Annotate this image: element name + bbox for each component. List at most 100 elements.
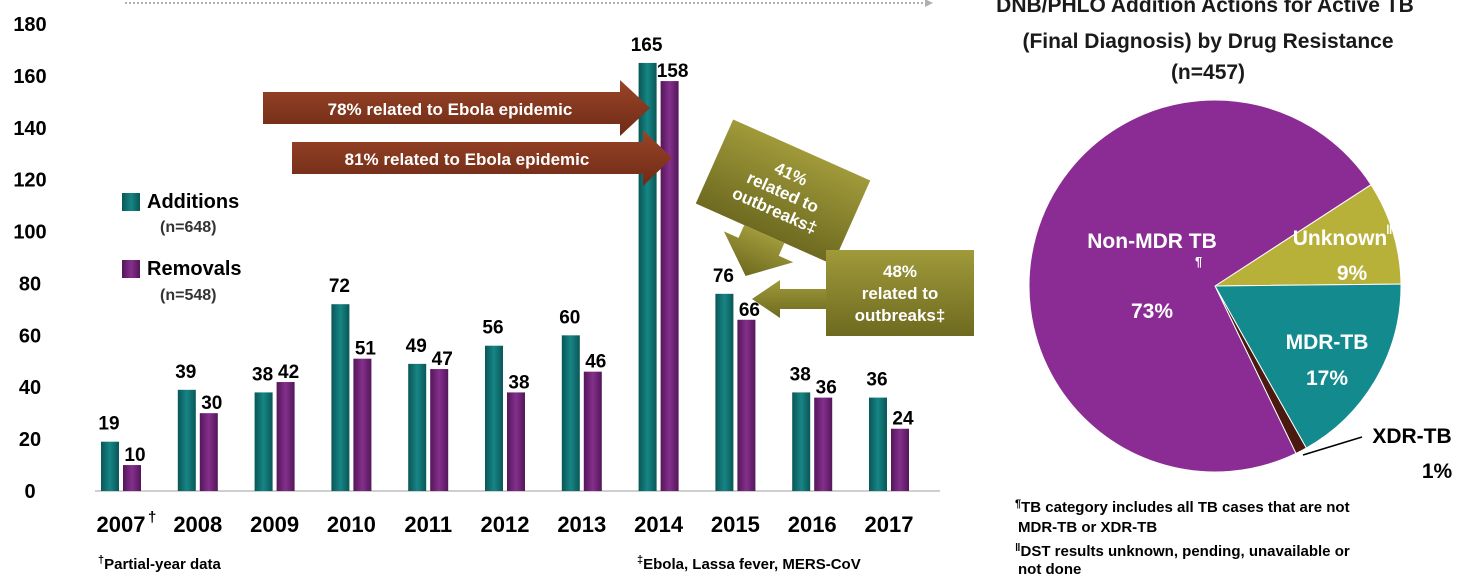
pie-slices [1028, 99, 1402, 473]
footnote-outbreaks-mark: ‡ [637, 554, 643, 566]
top-connector-arrowhead [925, 0, 933, 7]
x-tick-label-2017: 2017 [865, 512, 914, 537]
y-tick-label: 100 [13, 222, 46, 244]
outbreak-removals-callout: 48% related to outbreaks‡ [752, 250, 974, 336]
bar-label-removals-2010: 51 [355, 339, 377, 360]
bar-removals-2013 [583, 371, 602, 491]
bar-label-additions-2009: 38 [252, 364, 273, 385]
pie-title-line3: (n=457) [1171, 61, 1245, 84]
ebola-additions-arrow: 78% related to Ebola epidemic [263, 80, 650, 136]
bar-label-removals-2013: 46 [585, 352, 606, 373]
pie-slice-non-mdr-tb [1028, 99, 1372, 473]
x-tick-label-2011: 2011 [404, 512, 452, 537]
pie-xdr-leader-line [1302, 436, 1363, 456]
bar-additions-2012 [485, 345, 503, 491]
x-tick-label-2008: 2008 [173, 512, 222, 537]
bar-label-additions-2010: 72 [329, 276, 350, 297]
bar-label-additions-2013: 60 [559, 307, 580, 328]
y-tick-label: 160 [13, 66, 46, 88]
pie-footnote-2-text1: DST results unknown, pending, unavailabl… [1020, 543, 1349, 560]
legend-label-removals: Removals [147, 258, 242, 280]
x-axis-labels: 2007 † 2008 2009 2010 2011 2012 2013 2014 2015 201… [97, 509, 914, 537]
outbreak-removals-line3: outbreaks‡ [855, 306, 946, 325]
pie-label-unknown-mark: ‖ [1386, 222, 1392, 237]
bars [101, 62, 909, 492]
footnote-outbreaks: ‡Ebola, Lassa fever, MERS-CoV [637, 554, 861, 573]
footnote-partial-year: †Partial-year data [98, 554, 222, 573]
pie-slice-mdr-tb [1214, 283, 1402, 449]
bar-additions-2009 [254, 392, 273, 491]
pie-label-non-mdr: Non-MDR TB [1087, 230, 1216, 253]
outbreak-additions-callout: 41% related to outbreaks‡ [695, 119, 871, 277]
y-tick-label: 80 [19, 273, 41, 295]
x-tick-label-2015: 2015 [711, 512, 760, 537]
bar-removals-2016 [814, 397, 833, 491]
footnote-outbreaks-text: Ebola, Lassa fever, MERS-CoV [643, 556, 861, 573]
pie-footnote-1-line1: ¶TB category includes all TB cases that … [1015, 498, 1350, 516]
pie-footnote-2-line1: ‖DST results unknown, pending, unavailab… [1015, 542, 1350, 560]
bar-removals-2015 [737, 319, 756, 491]
bar-additions-2014 [638, 62, 657, 492]
bar-label-removals-2012: 38 [508, 372, 529, 393]
x-tick-label-2009: 2009 [250, 512, 299, 537]
x-tick-label-2014: 2014 [634, 512, 684, 537]
bar-label-removals-2009: 42 [278, 362, 299, 383]
pie-title-line1: DNB/PHLO Addition Actions for Active TB [996, 0, 1414, 17]
footnote-partial-year-mark: † [98, 554, 104, 566]
pie-pct-mdr: 17% [1306, 367, 1348, 390]
outbreak-removals-line1: 48% [883, 262, 917, 281]
bar-label-additions-2011: 49 [406, 336, 427, 357]
bar-label-additions-2017: 36 [866, 370, 887, 391]
bar-additions-2010 [331, 304, 350, 491]
bar-removals-2012 [507, 392, 525, 491]
bar-removals-2014 [660, 81, 679, 492]
bar-additions-2016 [792, 392, 811, 491]
bar-label-removals-2011: 47 [432, 349, 453, 370]
ebola-removals-text: 81% related to Ebola epidemic [345, 150, 590, 169]
y-tick-label: 40 [19, 377, 41, 399]
bar-label-removals-2015: 66 [739, 300, 760, 321]
bar-label-removals-2008: 30 [201, 393, 222, 414]
pie-pct-xdr: 1% [1422, 460, 1453, 483]
bar-label-removals-2007: 10 [124, 445, 145, 466]
pie-label-xdr: XDR-TB [1372, 425, 1451, 448]
pie-slice-unknown [1213, 184, 1402, 287]
y-axis: 0 20 40 60 80 100 120 140 160 180 [13, 14, 46, 503]
pie-label-unknown: Unknown [1293, 227, 1388, 250]
pie-label-mdr: MDR-TB [1286, 331, 1369, 354]
bar-additions-2015 [715, 293, 734, 491]
y-tick-label: 120 [13, 170, 46, 192]
bar-removals-2007 [123, 465, 141, 491]
outbreak-removals-line2: related to [862, 284, 939, 303]
pie-footnote-1-text1: TB category includes all TB cases that a… [1021, 499, 1349, 516]
bar-label-additions-2008: 39 [175, 362, 196, 383]
bar-label-removals-2017: 24 [892, 409, 914, 430]
bar-removals-2011 [430, 369, 449, 491]
bar-additions-2007 [101, 441, 119, 491]
y-tick-label: 60 [19, 325, 41, 347]
ebola-removals-arrow: 81% related to Ebola epidemic [292, 130, 672, 186]
legend-swatch-removals [122, 260, 140, 278]
bar-removals-2010 [353, 358, 372, 491]
bar-additions-2017 [869, 397, 887, 491]
pie-pct-non-mdr: 73% [1131, 300, 1173, 323]
x-tick-label-2010: 2010 [327, 512, 376, 537]
bar-removals-2009 [276, 382, 295, 491]
y-tick-label: 0 [24, 481, 35, 503]
x-tick-mark-2007: † [148, 509, 156, 526]
bar-removals-2008 [199, 413, 218, 491]
legend-label-additions: Additions [147, 191, 239, 213]
y-tick-label: 140 [13, 118, 46, 140]
bar-removals-2017 [891, 428, 909, 491]
legend-n-removals: (n=548) [160, 287, 216, 304]
x-tick-label-2016: 2016 [788, 512, 837, 537]
bar-label-removals-2016: 36 [816, 378, 837, 399]
bar-label-additions-2016: 38 [790, 364, 811, 385]
x-tick-label-2013: 2013 [557, 512, 606, 537]
legend-swatch-additions [122, 193, 140, 211]
pie-footnote-1-line2: MDR-TB or XDR-TB [1018, 519, 1157, 536]
footnote-partial-year-text: Partial-year data [104, 556, 221, 573]
